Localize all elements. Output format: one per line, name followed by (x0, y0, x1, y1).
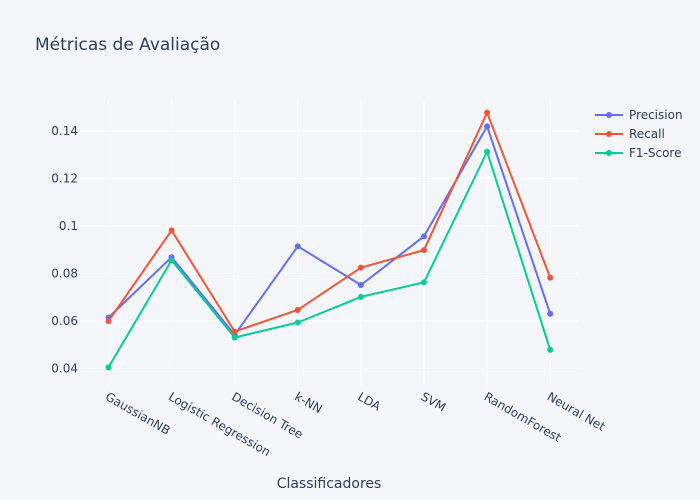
y-tick-label: 0.04 (51, 361, 78, 375)
f1-score-point (421, 279, 427, 286)
legend-swatch-marker (606, 131, 612, 137)
x-axis-title: Classificadores (277, 476, 382, 492)
legend-item-f1-score[interactable]: F1-Score (595, 146, 681, 160)
chart-title: Métricas de Avaliação (35, 35, 220, 55)
x-tick-label: SVM (419, 389, 449, 414)
f1-score-point (547, 346, 554, 353)
f1-score-point (231, 334, 238, 341)
precision-point (421, 233, 427, 240)
y-tick-label: 0.08 (51, 266, 78, 280)
precision-point (484, 123, 491, 130)
f1-score-point (294, 319, 301, 326)
recall-point (168, 227, 175, 234)
x-tick-label: GaussianNB (103, 389, 173, 437)
legend-swatch-marker (606, 112, 612, 118)
legend-label: Precision (629, 108, 683, 122)
legend-label: F1-Score (629, 146, 681, 160)
recall-point (294, 306, 301, 313)
y-tick-label: 0.14 (51, 124, 78, 138)
legend-label: Recall (629, 127, 665, 141)
x-tick-label: LDA (355, 389, 383, 413)
recall-point (484, 109, 491, 116)
series-group (105, 109, 554, 371)
f1-score-line (107, 150, 552, 368)
y-tick-label: 0.06 (51, 314, 78, 328)
legend-swatch-marker (606, 150, 612, 156)
grid (80, 100, 578, 385)
f1-score-point (357, 293, 364, 300)
legend[interactable]: Precision Recall F1-Score (595, 108, 683, 160)
precision-line (107, 125, 552, 336)
f1-score-point (484, 148, 491, 155)
y-tick-label: 0.12 (51, 171, 78, 185)
legend-item-precision[interactable]: Precision (595, 108, 683, 122)
x-tick-label: k-NN (292, 389, 324, 416)
f1-score-point (168, 257, 175, 264)
precision-point (547, 310, 554, 317)
recall-line (107, 111, 552, 333)
y-axis-ticks: 0.04 0.06 0.08 0.1 0.12 0.14 (51, 124, 78, 376)
f1-score-point (105, 364, 112, 371)
recall-point (357, 264, 364, 271)
precision-point (357, 282, 364, 289)
recall-point (421, 247, 427, 254)
y-tick-label: 0.1 (59, 219, 78, 233)
recall-point (231, 328, 238, 335)
precision-point (294, 243, 301, 250)
recall-point (105, 318, 112, 325)
x-tick-label: Logistic Regression (166, 389, 273, 459)
legend-item-recall[interactable]: Recall (595, 127, 665, 141)
recall-point (547, 274, 554, 281)
